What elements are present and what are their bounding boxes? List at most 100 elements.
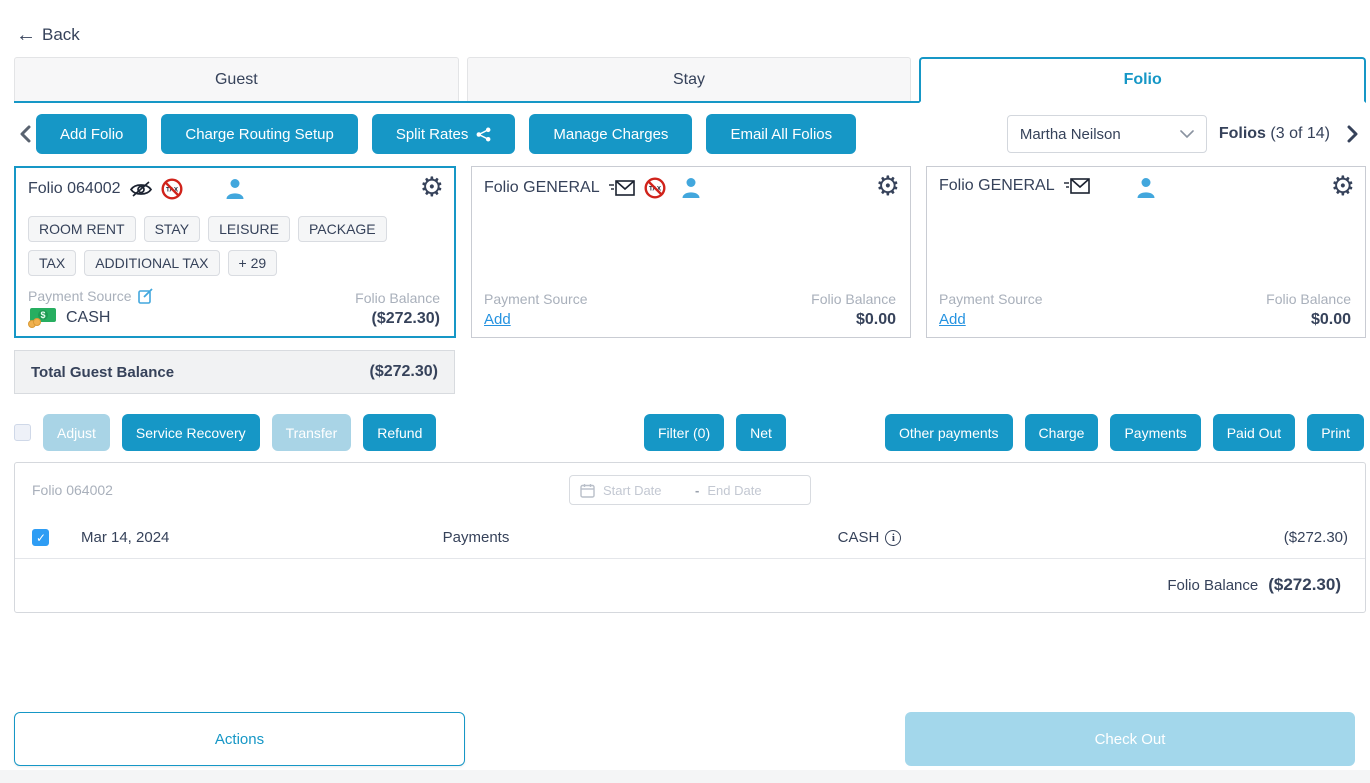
info-icon[interactable]: i — [885, 529, 902, 546]
refund-button[interactable]: Refund — [363, 414, 437, 451]
payment-source-text: Payment Source — [28, 288, 132, 304]
card-head: Folio GENERAL TAX — [484, 177, 898, 199]
add-folio-button[interactable]: Add Folio — [36, 114, 148, 154]
net-button[interactable]: Net — [736, 414, 786, 451]
folio-balance-footer-label: Folio Balance — [1167, 576, 1259, 594]
end-date-input[interactable] — [707, 482, 792, 498]
folio-card-064002[interactable]: Folio 064002 TAX ⚙ ROOM RENT STAY LEISUR… — [14, 166, 456, 338]
person-icon[interactable] — [225, 178, 245, 200]
tab-bar: Guest Stay Folio — [14, 57, 1367, 103]
transaction-method: CASH i — [641, 529, 1098, 546]
card-head: Folio 064002 TAX — [28, 178, 442, 200]
folio-toolbar: Add Folio Charge Routing Setup Split Rat… — [14, 114, 1364, 154]
calendar-icon — [580, 483, 595, 498]
chevron-right-icon[interactable] — [1342, 114, 1364, 154]
tag-chip: ADDITIONAL TAX — [84, 250, 220, 276]
transaction-amount: ($272.30) — [1283, 529, 1348, 546]
tag-chip: PACKAGE — [297, 216, 387, 242]
no-tax-icon: TAX — [644, 177, 666, 199]
folio-card-general-2[interactable]: Folio GENERAL ⚙ Payment Source Add Folio… — [926, 166, 1366, 338]
person-icon[interactable] — [1136, 177, 1156, 199]
tag-more-chip[interactable]: + 29 — [227, 250, 278, 276]
payment-source-text: Payment Source — [939, 291, 1043, 307]
back-label: Back — [42, 25, 80, 44]
other-payments-button[interactable]: Other payments — [884, 414, 1013, 451]
tab-guest[interactable]: Guest — [14, 57, 459, 101]
share-icon — [476, 127, 491, 141]
card-head: Folio GENERAL — [939, 177, 1353, 195]
payments-button[interactable]: Payments — [1110, 414, 1201, 451]
actions-button[interactable]: Actions — [14, 712, 465, 766]
charge-routing-setup-button[interactable]: Charge Routing Setup — [161, 114, 358, 154]
date-range-picker[interactable]: - — [569, 475, 811, 505]
folio-card-title-text: Folio 064002 — [28, 180, 121, 197]
guest-select-value: Martha Neilson — [1019, 125, 1121, 143]
person-icon[interactable] — [681, 177, 701, 199]
check-out-button[interactable]: Check Out — [905, 712, 1355, 766]
add-payment-source-link[interactable]: Add — [939, 311, 966, 328]
transfer-button[interactable]: Transfer — [271, 414, 352, 451]
toolbar-right: Martha Neilson Folios (3 of 14) — [1006, 114, 1364, 154]
folio-card-title: Folio GENERAL — [939, 177, 1091, 195]
row-checkbox[interactable] — [32, 529, 49, 546]
payment-source-label: Payment Source — [484, 291, 588, 307]
charge-group-tags: ROOM RENT STAY LEISURE PACKAGE TAX ADDIT… — [28, 216, 442, 276]
card-bottom: Payment Source Add Folio Balance $0.00 — [484, 291, 896, 329]
tag-chip: LEISURE — [208, 216, 290, 242]
paid-out-button[interactable]: Paid Out — [1212, 414, 1296, 451]
add-payment-source-link[interactable]: Add — [484, 311, 511, 328]
folios-word: Folios — [1218, 125, 1266, 142]
folio-balance-footer-value: ($272.30) — [1268, 575, 1341, 594]
folio-balance-block: Folio Balance $0.00 — [1266, 291, 1351, 329]
print-button[interactable]: Print — [1307, 414, 1364, 451]
date-range-separator: - — [695, 482, 700, 498]
payment-method-text: CASH — [66, 309, 111, 326]
tag-chip: STAY — [143, 216, 201, 242]
edit-icon[interactable] — [137, 288, 154, 304]
gear-icon[interactable]: ⚙ — [1330, 171, 1355, 201]
transactions-folio-label: Folio 064002 — [32, 482, 113, 498]
folios-count: (3 of 14) — [1270, 125, 1330, 142]
folio-balance-value: ($272.30) — [371, 310, 441, 327]
folio-balance-label: Folio Balance — [1266, 291, 1351, 307]
split-rates-button[interactable]: Split Rates — [371, 114, 516, 154]
card-bottom: Payment Source CASH Folio Balance ($272.… — [28, 288, 440, 328]
folio-balance-block: Folio Balance $0.00 — [811, 291, 896, 329]
transaction-actions-bar: Adjust Service Recovery Transfer Refund … — [14, 414, 1364, 451]
payment-method: CASH — [28, 308, 154, 328]
gear-icon[interactable]: ⚙ — [419, 172, 444, 202]
guest-select[interactable]: Martha Neilson — [1006, 115, 1207, 153]
chevron-down-icon — [1180, 129, 1194, 138]
folio-card-title-text: Folio GENERAL — [939, 177, 1055, 194]
select-all-checkbox[interactable] — [14, 424, 31, 441]
manage-charges-button[interactable]: Manage Charges — [529, 114, 693, 154]
folio-balance-value: $0.00 — [1310, 311, 1351, 328]
cash-icon — [28, 308, 58, 328]
transaction-method-text: CASH — [837, 529, 880, 546]
folio-card-title-text: Folio GENERAL — [484, 179, 600, 196]
tag-chip: TAX — [28, 250, 77, 276]
total-guest-balance: Total Guest Balance ($272.30) — [14, 350, 455, 394]
tab-stay[interactable]: Stay — [466, 57, 912, 101]
back-button[interactable]: ← Back — [16, 25, 80, 45]
start-date-input[interactable] — [603, 482, 687, 498]
bottom-strip — [0, 770, 1370, 783]
chevron-left-icon[interactable] — [14, 114, 36, 154]
email-sent-icon — [608, 180, 635, 196]
folio-card-title: Folio 064002 TAX — [28, 178, 183, 200]
gear-icon[interactable]: ⚙ — [875, 171, 900, 201]
charge-button[interactable]: Charge — [1024, 414, 1099, 451]
transaction-row[interactable]: Mar 14, 2024 Payments CASH i ($272.30) — [15, 517, 1365, 559]
filter-button[interactable]: Filter (0) — [644, 414, 725, 451]
payment-actions-group: Other payments Charge Payments Paid Out … — [873, 414, 1364, 451]
payment-source-text: Payment Source — [484, 291, 588, 307]
payment-source-block: Payment Source Add — [939, 291, 1043, 329]
service-recovery-button[interactable]: Service Recovery — [121, 414, 260, 451]
split-rates-label: Split Rates — [395, 125, 469, 143]
email-all-folios-button[interactable]: Email All Folios — [706, 114, 857, 154]
adjust-button[interactable]: Adjust — [43, 414, 110, 451]
transactions-header: Folio 064002 - — [15, 463, 1365, 517]
folio-card-general-1[interactable]: Folio GENERAL TAX ⚙ Payment Source Add F… — [471, 166, 911, 338]
tab-folio[interactable]: Folio — [919, 57, 1367, 103]
